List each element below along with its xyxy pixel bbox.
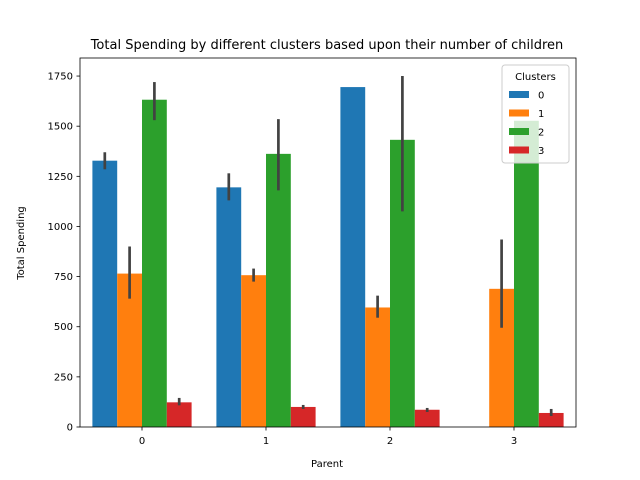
y-tick-label: 500 — [54, 322, 73, 333]
bar-series-2-cat-1 — [266, 153, 291, 427]
y-axis-label: Total Spending — [16, 206, 27, 281]
bar-series-3-cat-2 — [414, 409, 440, 427]
bar-series-3-cat-0 — [166, 402, 192, 427]
y-tick-label: 1750 — [48, 72, 73, 83]
bar-series-1-cat-1 — [241, 275, 266, 427]
plot-area: 0 250 500 750 1000 1250 1500 1750 0 1 2 3 Clusters 0 1… — [48, 57, 577, 447]
y-tick-label: 750 — [54, 272, 73, 283]
bar-series-1-cat-0 — [117, 273, 142, 427]
y-tick-label: 0 — [67, 423, 73, 434]
x-tick-label: 1 — [263, 436, 269, 447]
bar-series-2-cat-3 — [514, 120, 539, 427]
x-axis-label: Parent — [311, 459, 343, 470]
bar-series-1-cat-2 — [365, 307, 390, 427]
legend-swatch-1 — [509, 109, 529, 117]
bar-series-0-cat-2 — [340, 87, 366, 428]
legend-swatch-0 — [509, 91, 529, 98]
legend-swatch-2 — [509, 128, 529, 135]
bar-series-0-cat-1 — [216, 187, 242, 427]
y-tick-label: 250 — [54, 372, 73, 383]
bar-series-0-cat-0 — [92, 160, 118, 427]
x-tick-label: 3 — [511, 436, 517, 447]
x-tick-label: 0 — [139, 436, 145, 447]
legend-label-1: 1 — [538, 109, 544, 120]
bar-series-2-cat-0 — [142, 99, 167, 427]
x-tick-label: 2 — [387, 436, 393, 447]
bar-series-3-cat-3 — [538, 412, 564, 427]
legend-label-2: 2 — [538, 128, 544, 139]
bar-series-3-cat-1 — [290, 406, 316, 427]
legend-frame — [501, 64, 570, 164]
y-tick-label: 1000 — [48, 222, 73, 233]
y-tick-label: 1500 — [48, 122, 73, 133]
y-tick-label: 1250 — [48, 172, 73, 183]
legend-label-0: 0 — [538, 91, 544, 102]
legend: Clusters 0 1 2 3 — [501, 64, 570, 164]
legend-label-3: 3 — [538, 146, 544, 157]
legend-title: Clusters — [515, 72, 556, 83]
axes-frame — [79, 57, 577, 428]
chart-title: Total Spending by different clusters bas… — [90, 38, 564, 53]
legend-swatch-3 — [509, 146, 529, 154]
